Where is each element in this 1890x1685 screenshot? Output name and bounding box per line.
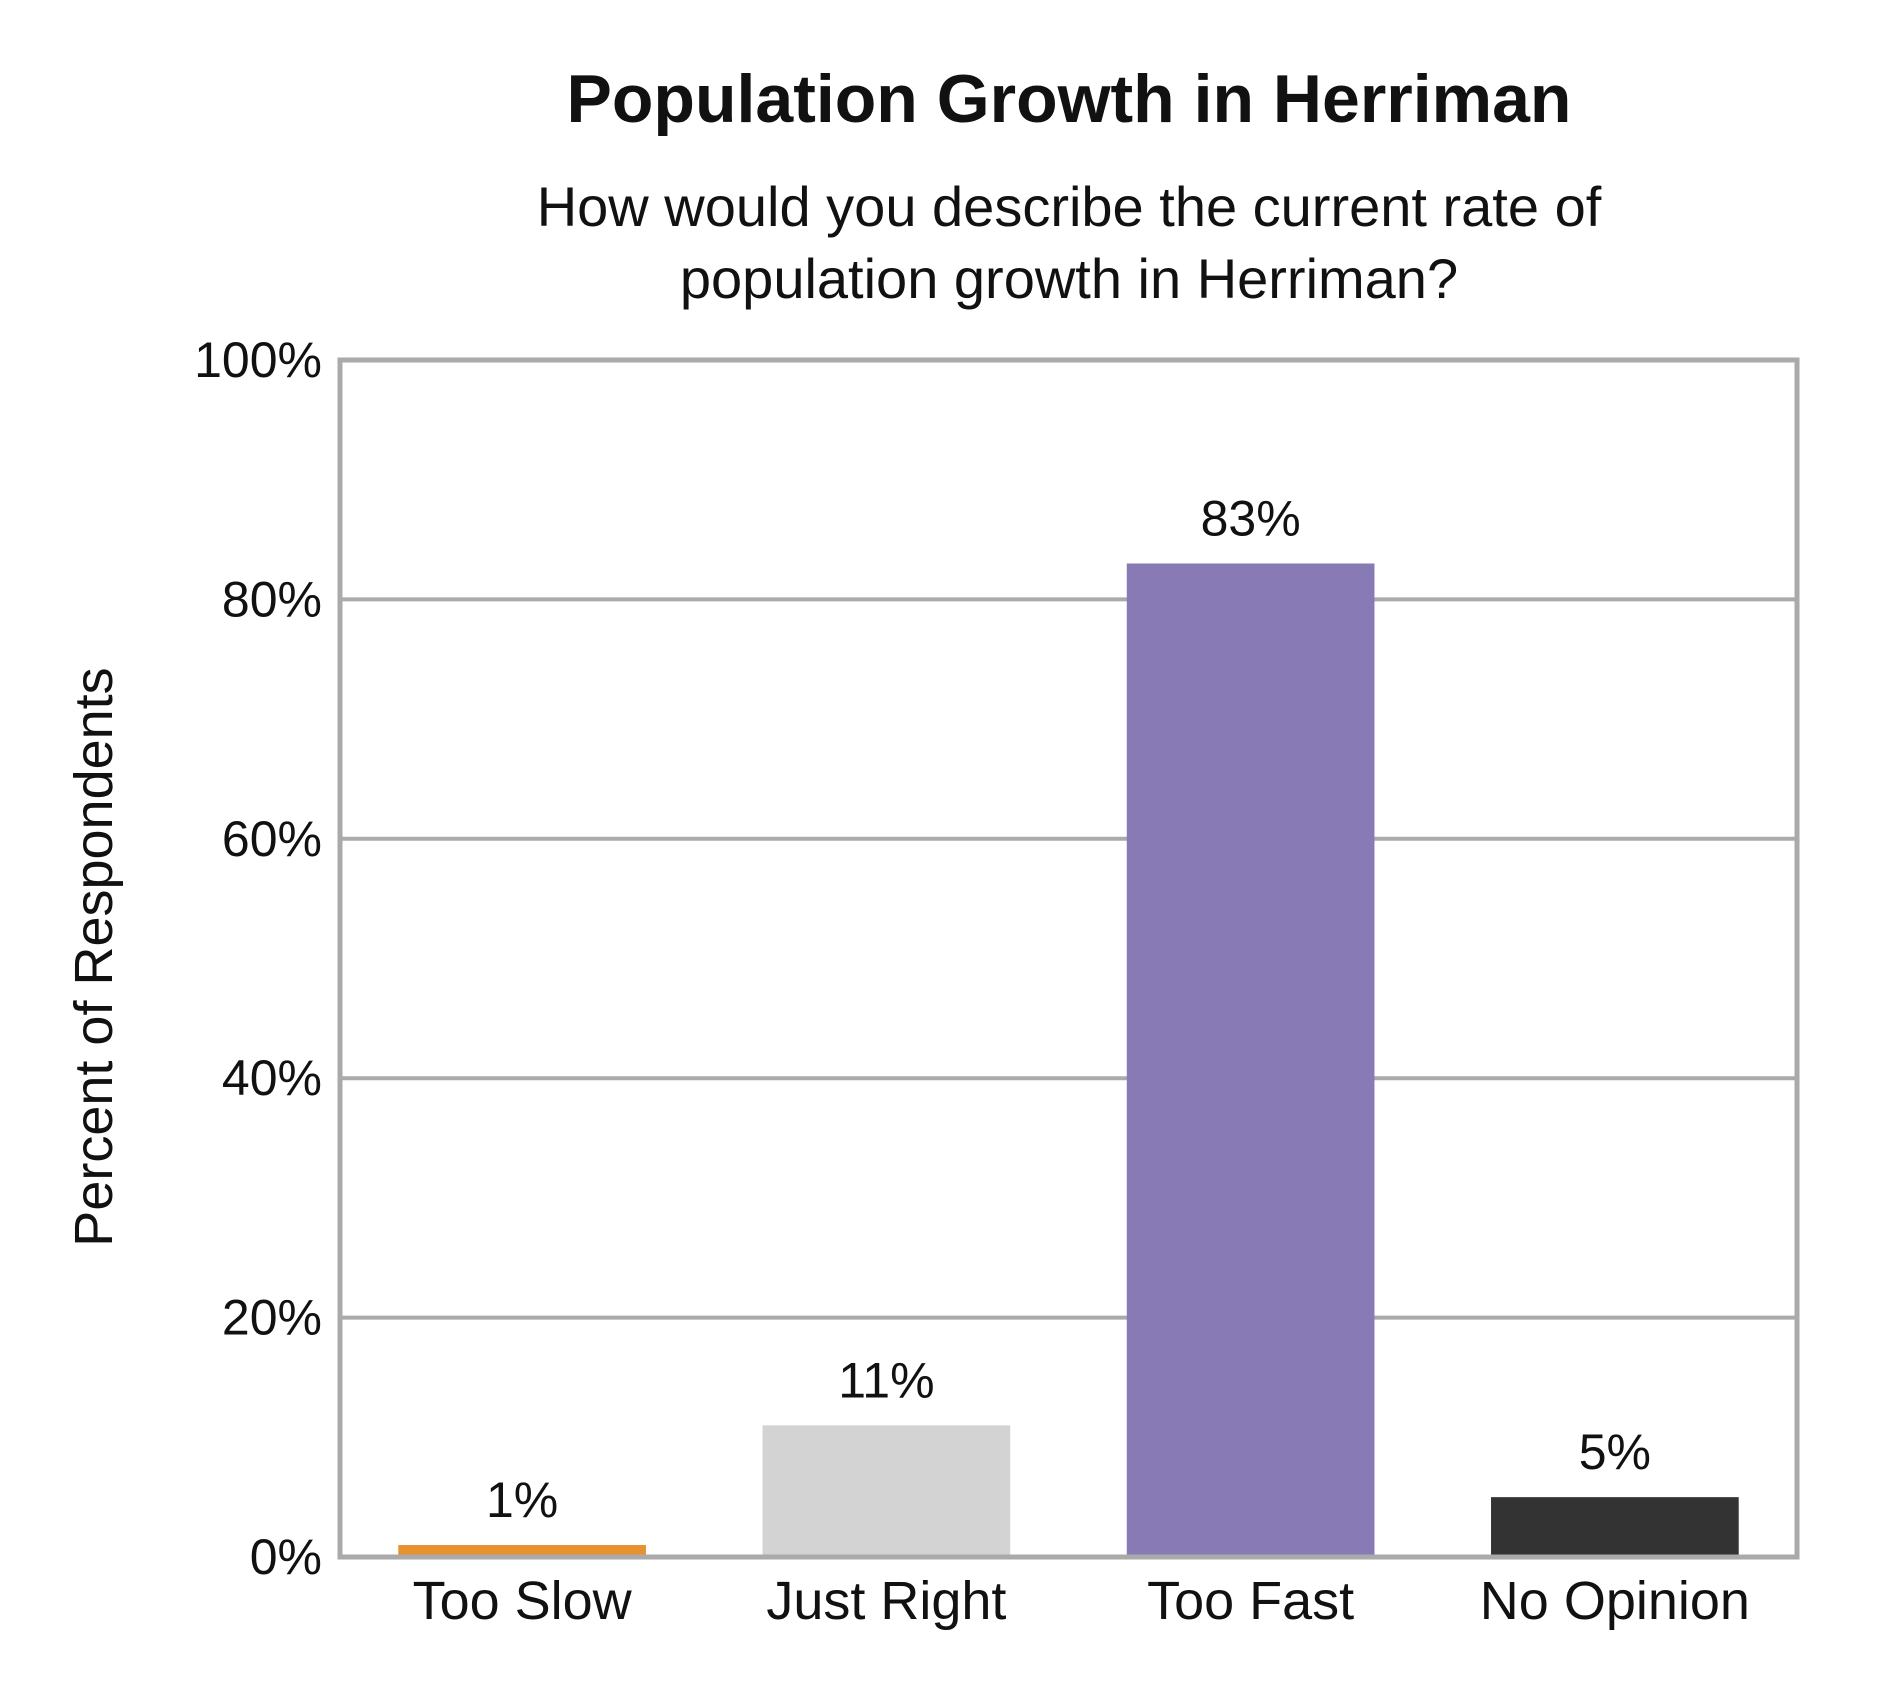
x-category-label: Too Slow (413, 1571, 633, 1631)
data-label: 11% (838, 1352, 934, 1408)
data-label: 5% (1579, 1424, 1651, 1480)
bar (398, 1545, 646, 1557)
chart-subtitle-line-2: population growth in Herriman? (680, 247, 1458, 310)
y-tick-label: 40% (222, 1050, 322, 1106)
value-labels: 1% 11% 83% 5% (486, 490, 1651, 1528)
bar (1126, 563, 1375, 1557)
y-tick-label: 20% (222, 1290, 322, 1346)
y-tick-label: 80% (222, 571, 322, 627)
bar (1491, 1497, 1739, 1557)
x-category-labels: Too Slow Just Right Too Fast No Opinion (413, 1571, 1750, 1631)
y-tick-label: 0% (250, 1529, 322, 1585)
y-axis-label: Percent of Respondents (64, 667, 124, 1246)
bars (398, 563, 1739, 1557)
plot-frame (337, 357, 1800, 1560)
y-tick-label: 100% (194, 332, 322, 388)
y-tick-label: 60% (222, 811, 322, 867)
plot-border (337, 357, 1800, 1560)
y-tick-labels: 0% 20% 40% 60% 80% 100% (194, 332, 322, 1585)
data-label: 83% (1201, 490, 1301, 546)
data-label: 1% (486, 1472, 558, 1528)
chart-title: Population Growth in Herriman (567, 61, 1572, 137)
chart-subtitle-line-1: How would you describe the current rate … (537, 175, 1602, 238)
x-category-label: Too Fast (1147, 1571, 1354, 1631)
x-category-label: Just Right (766, 1571, 1006, 1631)
bar (762, 1425, 1011, 1557)
x-category-label: No Opinion (1480, 1571, 1750, 1631)
gridlines (340, 597, 1797, 1320)
